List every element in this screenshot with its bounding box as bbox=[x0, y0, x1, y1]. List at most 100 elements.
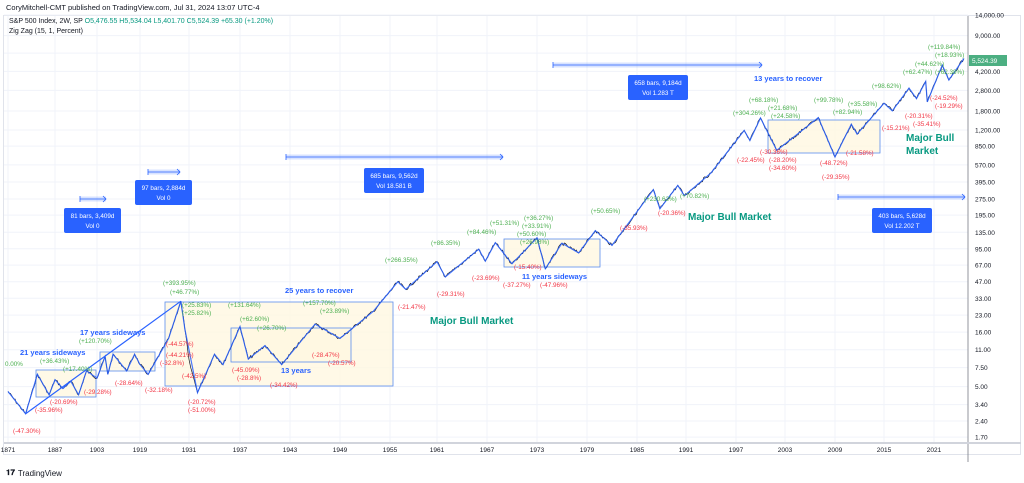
zigzag-label-up: (+35.58%) bbox=[848, 101, 877, 108]
zigzag-label-up: (+98.62%) bbox=[872, 83, 901, 90]
measure-label-box bbox=[64, 208, 121, 233]
y-tick-label: 33.00 bbox=[975, 296, 992, 303]
symbol-legend[interactable]: S&P 500 Index, 2W, SP O5,476.55 H5,534.0… bbox=[9, 17, 273, 27]
measure-label-line1: 97 bars, 2,884d bbox=[142, 185, 186, 192]
zigzag-label-down: (-29.35%) bbox=[822, 174, 850, 181]
indicator-legend[interactable]: Zig Zag (15, 1, Percent) bbox=[9, 28, 83, 35]
zigzag-label-down: (-20.69%) bbox=[50, 399, 78, 406]
x-tick-label: 2015 bbox=[877, 447, 892, 454]
x-tick-label: 1991 bbox=[679, 447, 694, 454]
zigzag-label-down: (-37.27%) bbox=[503, 282, 531, 289]
y-tick-label: 11.00 bbox=[975, 347, 991, 354]
measure-label-line2: Vol 1.283 T bbox=[642, 90, 674, 97]
y-tick-label: 275.00 bbox=[975, 196, 995, 203]
zigzag-label-up: (+62.38%) bbox=[935, 69, 964, 76]
zigzag-label-up: (+230.62%) bbox=[644, 196, 677, 203]
zigzag-label-down: (-42.5%) bbox=[182, 373, 206, 380]
zigzag-label-down: (-35.41%) bbox=[913, 121, 941, 128]
measure-label-line1: 685 bars, 9,562d bbox=[370, 173, 418, 180]
x-tick-label: 1887 bbox=[48, 447, 63, 454]
chart-legend: S&P 500 Index, 2W, SP O5,476.55 H5,534.0… bbox=[9, 17, 273, 37]
zigzag-label-down: (-24.52%) bbox=[930, 95, 958, 102]
zigzag-label-up: (+25.83%) bbox=[182, 302, 211, 309]
x-tick-label: 1919 bbox=[133, 447, 148, 454]
measure-arrow-head bbox=[176, 168, 181, 176]
y-tick-label: 570.00 bbox=[975, 162, 995, 169]
measure-label-box bbox=[872, 208, 932, 233]
ohlc-high: H5,534.04 bbox=[119, 18, 152, 25]
measure-label-box bbox=[364, 168, 424, 193]
zigzag-label-down: (-30.36%) bbox=[760, 149, 788, 156]
x-tick-label: 2021 bbox=[927, 447, 942, 454]
zigzag-label-up: (+84.46%) bbox=[467, 229, 496, 236]
y-tick-label: 1.70 bbox=[975, 435, 988, 442]
zigzag-label-up: (+50.60%) bbox=[517, 231, 546, 238]
box-11-years bbox=[503, 238, 601, 268]
annotation-text: 13 years to recover bbox=[754, 74, 822, 83]
ohlc-open: O5,476.55 bbox=[84, 18, 118, 25]
x-tick-label: 1985 bbox=[630, 447, 645, 454]
zigzag-label-up: (+26.98%) bbox=[520, 239, 549, 246]
zigzag-label-down: (-44.57%) bbox=[166, 341, 194, 348]
x-tick-label: 1931 bbox=[182, 447, 197, 454]
zigzag-label-up: (+17.40%) bbox=[63, 366, 92, 373]
zigzag-label-up: (+131.64%) bbox=[228, 302, 261, 309]
measure-label-line2: Vol 12.202 T bbox=[884, 223, 919, 230]
publisher-line: CoryMitchell-CMT published on TradingVie… bbox=[6, 3, 260, 12]
zigzag-label-down: (-45.09%) bbox=[232, 367, 260, 374]
x-tick-label: 1997 bbox=[729, 447, 744, 454]
measure-arrow-head bbox=[499, 153, 504, 161]
box-21-years bbox=[35, 369, 97, 398]
tradingview-brand[interactable]: 𝟏𝟕 TradingView bbox=[6, 468, 62, 478]
zigzag-label-up: (+99.78%) bbox=[814, 97, 843, 104]
zigzag-label-up: (+44.62%) bbox=[915, 61, 944, 68]
zigzag-label-down: (-28.47%) bbox=[312, 352, 340, 359]
y-tick-label: 1,800.00 bbox=[975, 109, 1001, 116]
x-tick-label: 2003 bbox=[778, 447, 793, 454]
annotation-text: 17 years sideways bbox=[80, 328, 145, 337]
last-price-label: 5,524.39 bbox=[972, 58, 998, 65]
measure-label-line1: 658 bars, 9,184d bbox=[634, 80, 682, 87]
measure-label-line2: Vol 0 bbox=[156, 195, 171, 202]
zigzag-label-up: (+304.26%) bbox=[733, 110, 766, 117]
zigzag-label-up: (+82.94%) bbox=[833, 109, 862, 116]
annotation-text: 11 years sideways bbox=[522, 272, 587, 281]
zigzag-label-down: (-34.42%) bbox=[270, 382, 298, 389]
zigzag-label-down: (-28.20%) bbox=[769, 157, 797, 164]
measure-arrow-head bbox=[102, 195, 107, 203]
measure-label-box bbox=[135, 180, 192, 205]
x-tick-label: 1979 bbox=[580, 447, 595, 454]
zigzag-label-down: (-23.69%) bbox=[472, 275, 500, 282]
zigzag-label-down: (-20.72%) bbox=[188, 399, 216, 406]
zigzag-label-down: (-47.30%) bbox=[13, 428, 41, 435]
zigzag-label-up: (+62.60%) bbox=[240, 316, 269, 323]
measure-label-line1: 403 bars, 5,628d bbox=[878, 213, 926, 220]
measure-label-line1: 81 bars, 3,409d bbox=[71, 213, 115, 220]
x-tick-label: 1949 bbox=[333, 447, 348, 454]
zigzag-label-up: (+393.95%) bbox=[163, 280, 196, 287]
zigzag-label-down: (-15.21%) bbox=[882, 125, 910, 132]
bull-market-label: Major Bull Market bbox=[688, 212, 772, 223]
zigzag-label-down: (-21.58%) bbox=[846, 150, 874, 157]
y-tick-label: 5.00 bbox=[975, 384, 988, 391]
y-tick-label: 9,000.00 bbox=[975, 33, 1001, 40]
x-tick-label: 1961 bbox=[430, 447, 445, 454]
x-tick-label: 1871 bbox=[1, 447, 16, 454]
zigzag-label-up: (+21.68%) bbox=[768, 105, 797, 112]
zigzag-label-down: (-22.45%) bbox=[737, 157, 765, 164]
zigzag-label-up: (+33.91%) bbox=[522, 223, 551, 230]
x-tick-label: 2009 bbox=[828, 447, 843, 454]
zigzag-label-down: (-44.21%) bbox=[166, 352, 194, 359]
zigzag-label-down: (-19.29%) bbox=[935, 103, 963, 110]
bull-market-label: Market bbox=[906, 146, 939, 157]
last-price-badge bbox=[969, 55, 1007, 66]
x-tick-label: 1937 bbox=[233, 447, 248, 454]
zigzag-label-down: (-20.36%) bbox=[658, 210, 686, 217]
zigzag-label-down: (-21.47%) bbox=[398, 304, 426, 311]
bull-market-label: Major Bull Market bbox=[430, 316, 514, 327]
zigzag-label-up: (+62.47%) bbox=[903, 69, 932, 76]
zigzag-label-down: (-15.40%) bbox=[514, 264, 542, 271]
zigzag-label-down: (-35.96%) bbox=[35, 407, 63, 414]
zigzag-label-up: (+50.65%) bbox=[591, 208, 620, 215]
